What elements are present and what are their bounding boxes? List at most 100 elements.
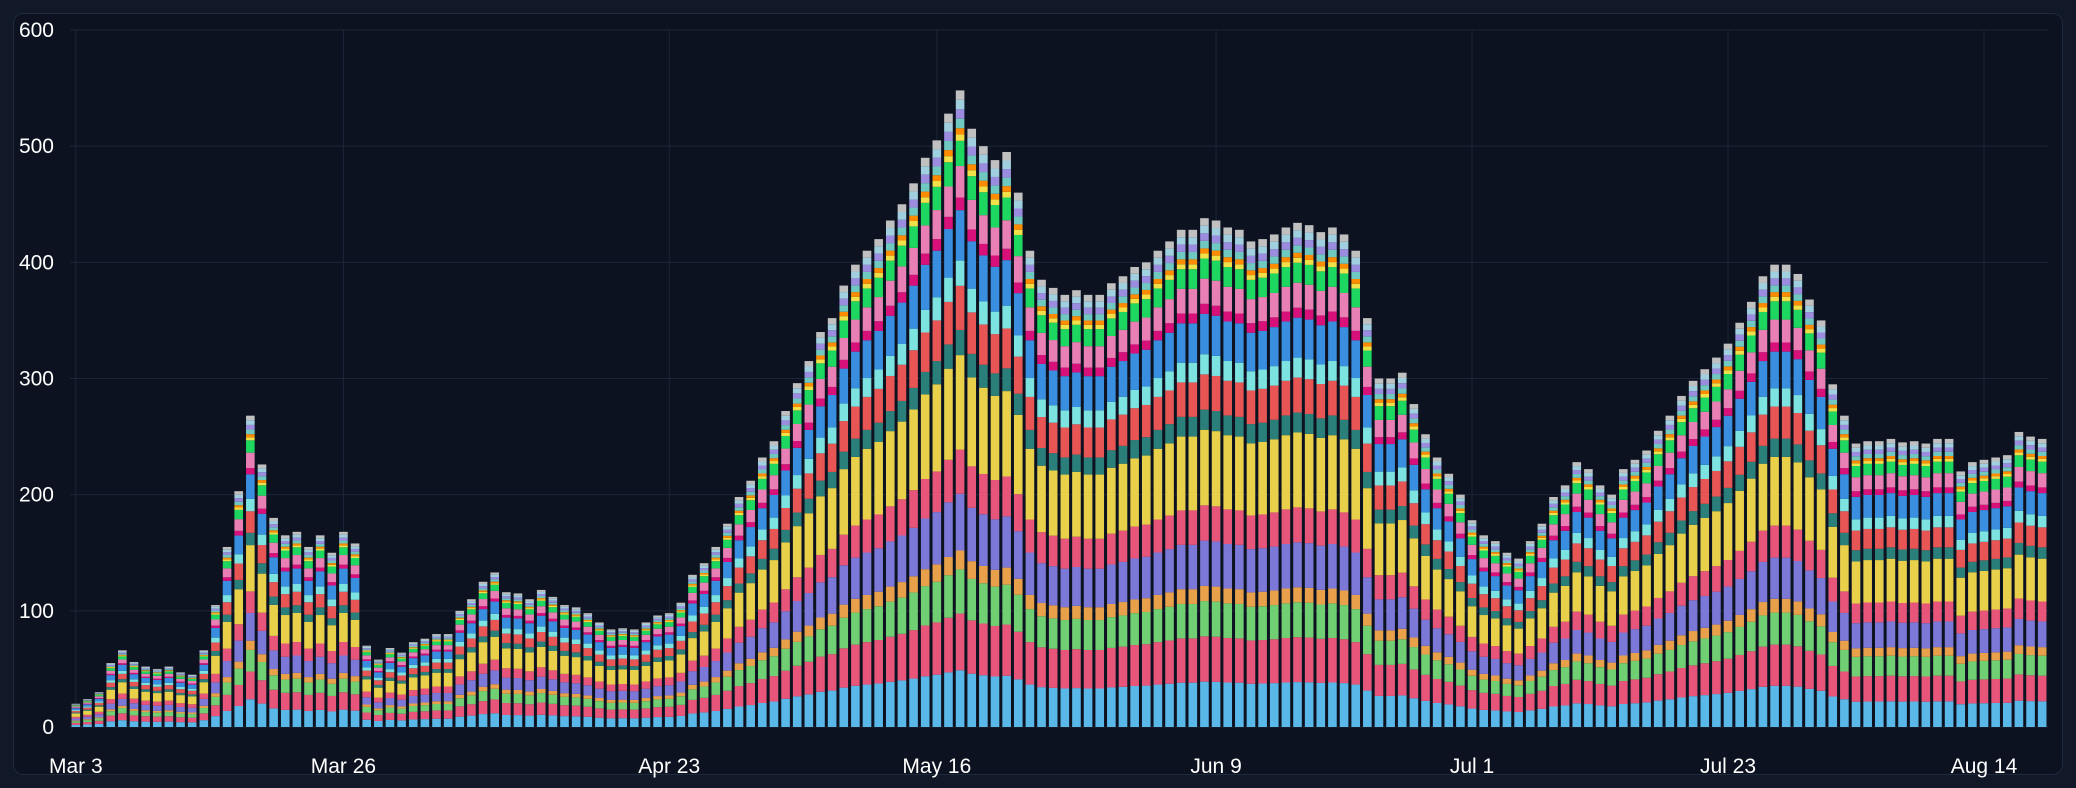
- bar-segment: [967, 155, 977, 165]
- bar-segment: [862, 330, 872, 341]
- bar-segment: [1630, 652, 1640, 661]
- bar-segment: [1991, 461, 2000, 466]
- bar-stack: [1502, 552, 1512, 727]
- bar-segment: [1956, 704, 1966, 727]
- bar-segment: [1572, 477, 1582, 481]
- bar-segment: [1339, 241, 1349, 250]
- bar-segment: [1840, 671, 1849, 700]
- bar-segment: [1165, 443, 1174, 516]
- bar-segment: [990, 569, 1000, 587]
- bar-segment: [1304, 602, 1314, 638]
- bar-segment: [583, 648, 593, 656]
- bar-segment: [816, 617, 825, 630]
- bar-segment: [1304, 433, 1314, 509]
- bar-segment: [723, 547, 732, 558]
- bar-segment: [432, 710, 441, 719]
- bar-segment: [734, 558, 744, 568]
- bar-segment: [385, 705, 395, 708]
- bar-segment: [467, 680, 476, 692]
- bar-segment: [618, 634, 627, 636]
- bar-segment: [1921, 466, 1931, 478]
- bar-segment: [141, 716, 150, 722]
- bar-segment: [792, 488, 802, 513]
- bar-segment: [1409, 490, 1419, 504]
- bar-segment: [1944, 527, 1954, 548]
- bar-segment: [257, 534, 267, 546]
- bar-segment: [1968, 511, 1977, 533]
- bar-stack: [1200, 218, 1209, 727]
- bar-segment: [374, 687, 383, 698]
- bar-segment: [211, 612, 220, 614]
- bar-segment: [688, 632, 697, 639]
- bar-segment: [1595, 514, 1605, 527]
- bar-segment: [688, 574, 697, 578]
- bar-segment: [920, 479, 930, 519]
- bar-segment: [1584, 512, 1593, 518]
- bar-segment: [1968, 532, 1977, 544]
- bar-segment: [420, 711, 430, 720]
- bar-segment: [1979, 560, 1989, 571]
- bar-segment: [1223, 415, 1233, 436]
- bar-segment: [1723, 374, 1733, 390]
- bar-segment: [1269, 605, 1279, 640]
- bar-segment: [1665, 452, 1675, 469]
- bar-segment: [397, 713, 406, 721]
- bar-segment: [1432, 457, 1442, 462]
- bar-segment: [618, 683, 627, 691]
- bar-segment: [1013, 494, 1023, 532]
- bar-segment: [1246, 241, 1256, 249]
- bar-segment: [757, 558, 767, 570]
- bar-segment: [757, 489, 767, 503]
- bar-stack: [362, 645, 371, 727]
- bar-segment: [1840, 429, 1849, 435]
- bar-segment: [1176, 288, 1186, 314]
- bar-segment: [1351, 519, 1360, 553]
- bar-segment: [1037, 647, 1046, 688]
- bar-segment: [1991, 660, 2000, 679]
- bar-segment: [1374, 471, 1384, 486]
- bar-segment: [734, 500, 744, 504]
- bar-segment: [804, 567, 814, 593]
- bar-segment: [583, 698, 593, 707]
- bar-segment: [1421, 524, 1430, 545]
- bar-segment: [1200, 218, 1209, 226]
- bar-segment: [129, 679, 139, 682]
- bar-segment: [967, 466, 977, 508]
- bar-segment: [571, 607, 581, 610]
- bar-segment: [408, 656, 418, 659]
- bar-segment: [560, 608, 569, 611]
- bar-segment: [1607, 669, 1616, 686]
- bar-segment: [467, 609, 476, 615]
- bar-segment: [1153, 378, 1163, 397]
- bar-segment: [1968, 473, 1977, 478]
- bar-segment: [1316, 364, 1326, 385]
- bar-segment: [1642, 458, 1651, 463]
- bar-segment: [1188, 589, 1198, 604]
- bar-segment: [1037, 293, 1046, 300]
- bar-segment: [1851, 491, 1861, 497]
- bar-segment: [2026, 485, 2035, 492]
- bar-segment: [2002, 651, 2012, 660]
- bar-segment: [1293, 412, 1302, 433]
- bar-segment: [1851, 447, 1861, 452]
- bar-segment: [1491, 693, 1500, 711]
- bar-segment: [1921, 443, 1931, 448]
- bar-segment: [1607, 508, 1616, 511]
- bar-segment: [1363, 395, 1372, 428]
- bar-segment: [280, 692, 290, 710]
- bar-segment: [920, 625, 930, 677]
- bar-stack: [536, 589, 546, 727]
- bar-segment: [1281, 637, 1291, 683]
- bar-segment: [711, 561, 721, 569]
- bar-segment: [1328, 242, 1337, 250]
- bar-segment: [339, 605, 348, 613]
- bar-segment: [1572, 532, 1582, 544]
- bar-segment: [1677, 520, 1686, 534]
- bar-segment: [699, 590, 709, 595]
- bar-segment: [781, 670, 790, 699]
- bar-segment: [1642, 524, 1651, 536]
- bar-segment: [1456, 510, 1465, 514]
- bar-segment: [1025, 283, 1035, 289]
- bar-stack: [350, 543, 360, 727]
- bar-segment: [222, 648, 232, 662]
